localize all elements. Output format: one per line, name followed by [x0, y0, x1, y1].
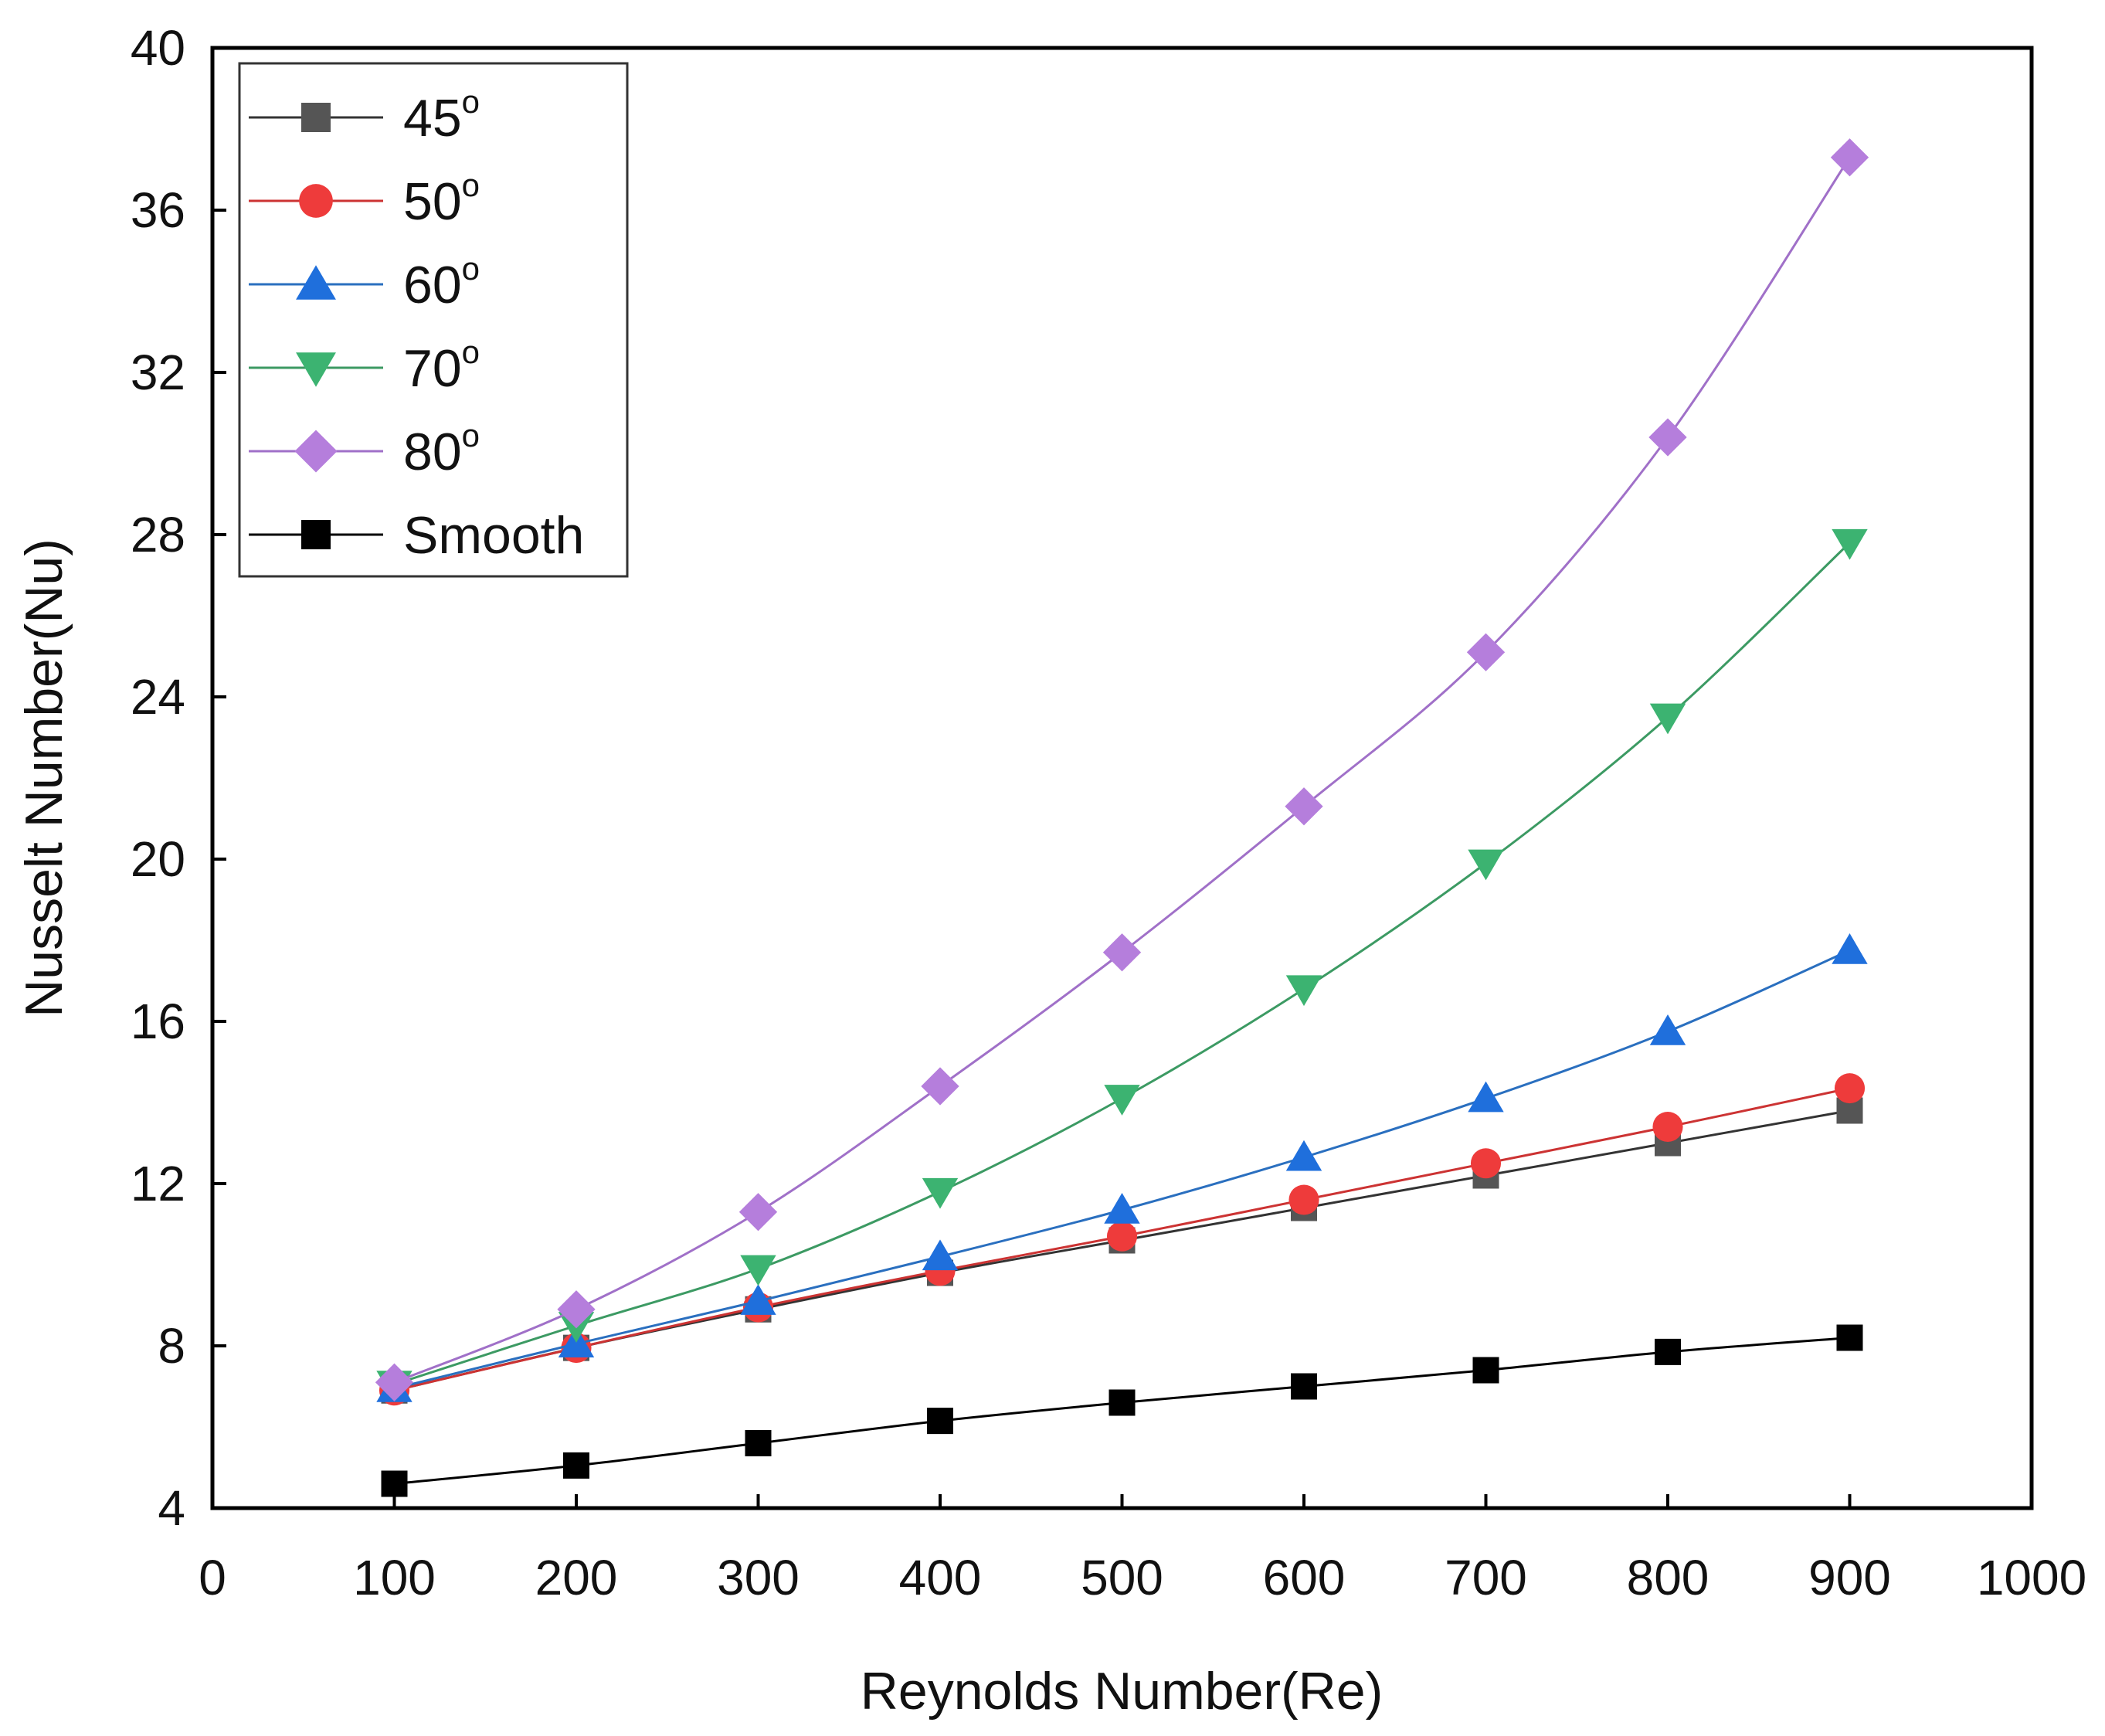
y-tick-label: 16: [131, 994, 185, 1049]
data-point: [922, 1239, 959, 1271]
legend-box: [238, 62, 629, 578]
legend-marker: [296, 265, 336, 300]
x-axis: 0 100 200 300 400 500 600 700 800 900 1000: [199, 1494, 2086, 1605]
x-axis-title: Reynolds Number(Re): [861, 1662, 1383, 1721]
data-point: [1285, 1140, 1322, 1171]
data-point: [738, 1193, 778, 1232]
series-80: [375, 138, 1869, 1401]
legend-marker: [296, 352, 336, 387]
data-point: [1832, 933, 1868, 964]
plot-area: [375, 138, 1869, 1497]
legend-entry: 45o: [249, 83, 480, 148]
legend-marker: [301, 520, 331, 549]
legend-label-degree: o: [462, 83, 480, 120]
data-point: [921, 1067, 959, 1106]
data-point: [1104, 1085, 1140, 1116]
data-point: [1468, 849, 1504, 881]
x-tick-label: 300: [717, 1550, 800, 1605]
legend-label: Smooth: [403, 506, 584, 565]
data-point: [1468, 1081, 1504, 1113]
data-point: [557, 1290, 596, 1329]
y-tick-label: 20: [131, 831, 185, 887]
x-tick-label: 500: [1081, 1550, 1163, 1605]
y-tick-label: 40: [131, 20, 185, 76]
y-tick-label: 36: [131, 182, 185, 238]
legend-marker: [299, 184, 333, 218]
data-point: [1836, 1324, 1863, 1351]
legend-label-degree: o: [462, 167, 480, 203]
series-Smooth: [381, 1324, 1863, 1497]
x-tick-label: 600: [1263, 1550, 1346, 1605]
data-point: [1649, 1014, 1686, 1045]
x-tick-label: 0: [199, 1550, 226, 1605]
data-point: [927, 1408, 953, 1435]
data-point: [1288, 1184, 1319, 1215]
data-point: [1648, 418, 1687, 457]
data-point: [922, 1177, 959, 1209]
x-tick-label: 200: [535, 1550, 618, 1605]
data-point: [1832, 528, 1868, 560]
data-point: [375, 1363, 414, 1401]
x-tick-label: 100: [353, 1550, 436, 1605]
legend-entry: Smooth: [249, 506, 584, 565]
series-line: [394, 949, 1851, 1390]
legend-marker: [294, 430, 338, 473]
data-point: [740, 1255, 776, 1286]
series-50: [379, 1073, 1866, 1406]
y-axis-title: Nusselt Number(Nu): [15, 538, 73, 1017]
data-point: [1472, 1357, 1499, 1384]
legend-label-degree: o: [462, 417, 480, 454]
legend-label-degree: o: [462, 250, 480, 287]
data-point: [381, 1470, 408, 1497]
y-tick-label: 8: [158, 1318, 185, 1374]
x-tick-label: 1000: [1977, 1550, 2086, 1605]
data-point: [1104, 1193, 1140, 1224]
data-point: [1106, 1221, 1138, 1252]
series-60: [376, 933, 1868, 1402]
data-point: [740, 1284, 776, 1315]
series-line: [393, 156, 1851, 1384]
data-point: [1655, 1338, 1681, 1365]
y-tick-label: 32: [131, 345, 185, 400]
data-point: [1109, 1389, 1136, 1416]
legend-entry: 50o: [249, 167, 480, 231]
data-point: [1649, 703, 1686, 735]
data-point: [1830, 138, 1869, 177]
legend-label-degree: o: [462, 334, 480, 370]
data-point: [1285, 787, 1323, 826]
data-point: [563, 1452, 589, 1479]
x-tick-label: 900: [1808, 1550, 1891, 1605]
legend-label: 45o: [403, 83, 480, 148]
data-point: [1291, 1373, 1317, 1400]
data-point: [1466, 633, 1506, 671]
data-point: [745, 1430, 772, 1456]
data-point: [1102, 933, 1142, 972]
data-point: [1470, 1148, 1502, 1179]
y-tick-label: 12: [131, 1156, 185, 1211]
x-tick-label: 800: [1627, 1550, 1709, 1605]
legend-marker: [301, 103, 331, 132]
series-line: [394, 542, 1851, 1386]
x-tick-label: 400: [899, 1550, 982, 1605]
x-tick-label: 700: [1445, 1550, 1527, 1605]
y-tick-label: 28: [131, 507, 185, 562]
y-axis: 4 8 12 16 20 24 28 32 36 40: [131, 20, 226, 1536]
y-tick-label: 4: [158, 1480, 185, 1536]
data-point: [1834, 1073, 1866, 1104]
data-point: [1652, 1111, 1683, 1143]
data-point: [1285, 975, 1322, 1007]
y-tick-label: 24: [131, 669, 185, 725]
